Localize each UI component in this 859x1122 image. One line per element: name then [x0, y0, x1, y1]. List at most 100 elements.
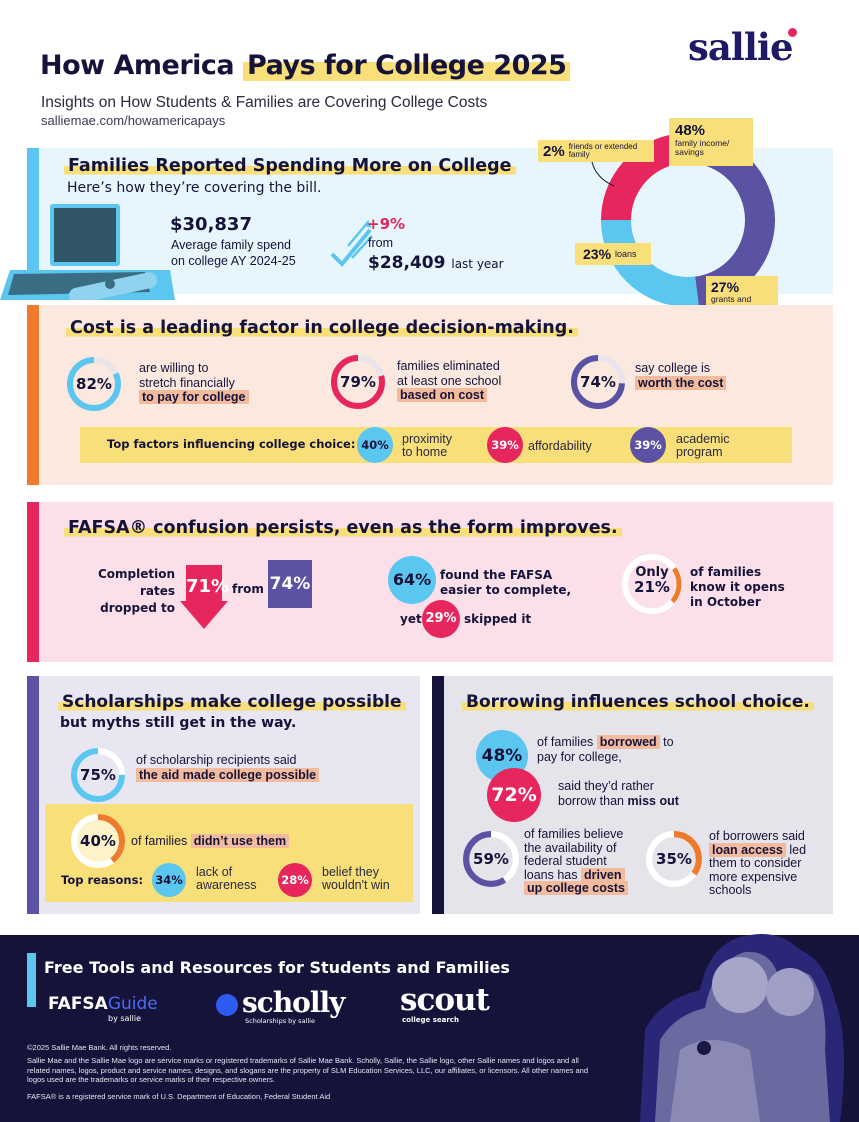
easier-percent-badge: 64% [388, 556, 436, 604]
text-line: said they’d rather [558, 779, 654, 793]
borrowed-text: of families borrowed to pay for college, [537, 735, 674, 764]
scout-logo-link[interactable]: scout [400, 982, 490, 1018]
family-photo-image [640, 934, 844, 1122]
section-accent-bar [27, 305, 39, 485]
scholarships-subtitle: but myths still get in the way. [60, 715, 297, 731]
text-bold: loan access [709, 842, 786, 857]
text-line: of families [690, 565, 762, 579]
text-line: easier to complete, [440, 583, 572, 597]
section-accent-bar [27, 953, 36, 1007]
rather-percent-badge: 72% [487, 768, 541, 822]
spend-change-percent: +9% [367, 215, 406, 233]
access-text: of borrowers said loan access led them t… [709, 829, 806, 898]
down-arrow-icon [180, 565, 228, 629]
stat-line: of scholarship recipients said [136, 753, 297, 767]
stat-percent: 40% [80, 832, 116, 850]
only-label: Only [635, 565, 669, 580]
laptop-diploma-icon [0, 204, 175, 300]
fafsa-title: FAFSA® confusion persists, even as the f… [64, 518, 622, 538]
text-line: of families believe [524, 827, 624, 841]
text-line: schools [709, 883, 752, 897]
unused-text: of families didn’t use them [131, 834, 290, 849]
scholly-sub: Scholarships by sallie [245, 1017, 315, 1025]
logo-dot-icon [788, 28, 797, 37]
factors-label: Top factors influencing college choice: [107, 437, 356, 451]
october-text: of families know it opens in October [690, 565, 785, 610]
factor-text: affordability [528, 440, 592, 453]
stat-bold: worth the cost [635, 375, 727, 390]
last-year-label: last year [451, 257, 504, 271]
stat-line: are willing to [139, 361, 209, 375]
reason-pill: 28% [278, 863, 312, 897]
from-label: from [368, 236, 393, 250]
progress-ring-35 [646, 831, 702, 887]
stat-percent: 74% [580, 373, 616, 391]
reason-pill: 34% [152, 863, 186, 897]
label-line: dropped to [100, 601, 175, 615]
progress-ring-79 [331, 355, 385, 409]
from-label: from [232, 582, 264, 596]
october-percent: 21% [634, 578, 670, 596]
borrowing-title: Borrowing influences school choice. [462, 692, 814, 712]
scholly-logo-link[interactable]: scholly [242, 986, 345, 1019]
spending-subtitle: Here’s how they’re covering the bill. [67, 180, 322, 196]
title-text: How America [40, 50, 244, 81]
factor-line: affordability [528, 439, 592, 453]
factor-pill: 39% [630, 427, 666, 463]
label-pct: 23% [583, 246, 612, 262]
factor-pill: 40% [357, 427, 393, 463]
text-line: them to consider [709, 856, 802, 870]
average-spend-label: Average family spend on college AY 2024-… [171, 237, 296, 269]
reason-line: belief they [322, 865, 379, 879]
factor-pill: 39% [487, 427, 523, 463]
stat-bold: to pay for college [139, 390, 249, 404]
factor-text: proximity to home [402, 433, 452, 459]
text-part: loans has [524, 867, 581, 882]
easier-text: found the FAFSA easier to complete, [440, 568, 571, 598]
text-bold: borrowed [596, 735, 660, 749]
rather-text: said they’d rather borrow than miss out [558, 779, 679, 808]
factor-line: program [676, 445, 723, 459]
label-line: on college AY 2024-25 [171, 254, 296, 268]
skipped-percent-badge: 29% [422, 600, 460, 638]
logo-text: FAFSA [48, 994, 108, 1014]
last-year-value: $28,409 [368, 253, 446, 273]
factor-line: proximity [402, 432, 453, 446]
stat-text: are willing to stretch financially to pa… [139, 361, 249, 405]
text-part: of families [537, 735, 597, 749]
costs-text: of families believe the availability of … [524, 827, 628, 896]
factor-text: academic program [676, 433, 730, 459]
stat-bold: didn’t use them [190, 834, 290, 848]
fafsa-guide-sub: by sallie [108, 1014, 142, 1023]
fafsa-trademark-note: FAFSA® is a registered service mark of U… [27, 1092, 331, 1101]
yet-label: yet [400, 612, 422, 626]
current-completion-rate: 71% [186, 576, 230, 597]
fafsa-guide-logo-link[interactable]: FAFSAGuide [48, 994, 158, 1014]
logo-suffix: Guide [107, 994, 158, 1014]
copyright-text: ©2025 Sallie Mae Bank. All rights reserv… [27, 1043, 172, 1052]
section-accent-bar [27, 502, 39, 662]
fafsa-title-text: FAFSA® confusion persists, even as the f… [64, 518, 622, 538]
spending-title-text: Families Reported Spending More on Colle… [64, 156, 516, 176]
text-part: borrow than [558, 793, 628, 808]
reason-line: wouldn't win [322, 878, 390, 892]
label-line: Completion rates [97, 567, 175, 598]
stat-percent: 75% [80, 766, 116, 784]
text-bold: miss out [627, 793, 679, 808]
top-reasons-label: Top reasons: [61, 873, 144, 887]
label-pct: 2% [543, 142, 565, 160]
text-line: federal student [524, 854, 607, 868]
text-line: of borrowers said [709, 829, 805, 843]
stat-line: stretch financially [139, 375, 235, 390]
reason-text: lack of awareness [196, 866, 256, 892]
source-url-link[interactable]: salliemae.com/howamericapays [41, 113, 226, 128]
average-spend-amount: $30,837 [170, 214, 252, 235]
completion-label: Completion rates dropped to [60, 566, 175, 617]
progress-ring-82 [67, 357, 121, 411]
reason-line: lack of [196, 865, 233, 879]
stat-text: families eliminated at least one school … [397, 359, 501, 403]
stat-bold: the aid made college possible [136, 767, 320, 782]
scout-sub: college search [402, 1016, 459, 1024]
trend-up-arrow-icon [330, 220, 373, 267]
label-text: family income/ savings [675, 138, 730, 157]
